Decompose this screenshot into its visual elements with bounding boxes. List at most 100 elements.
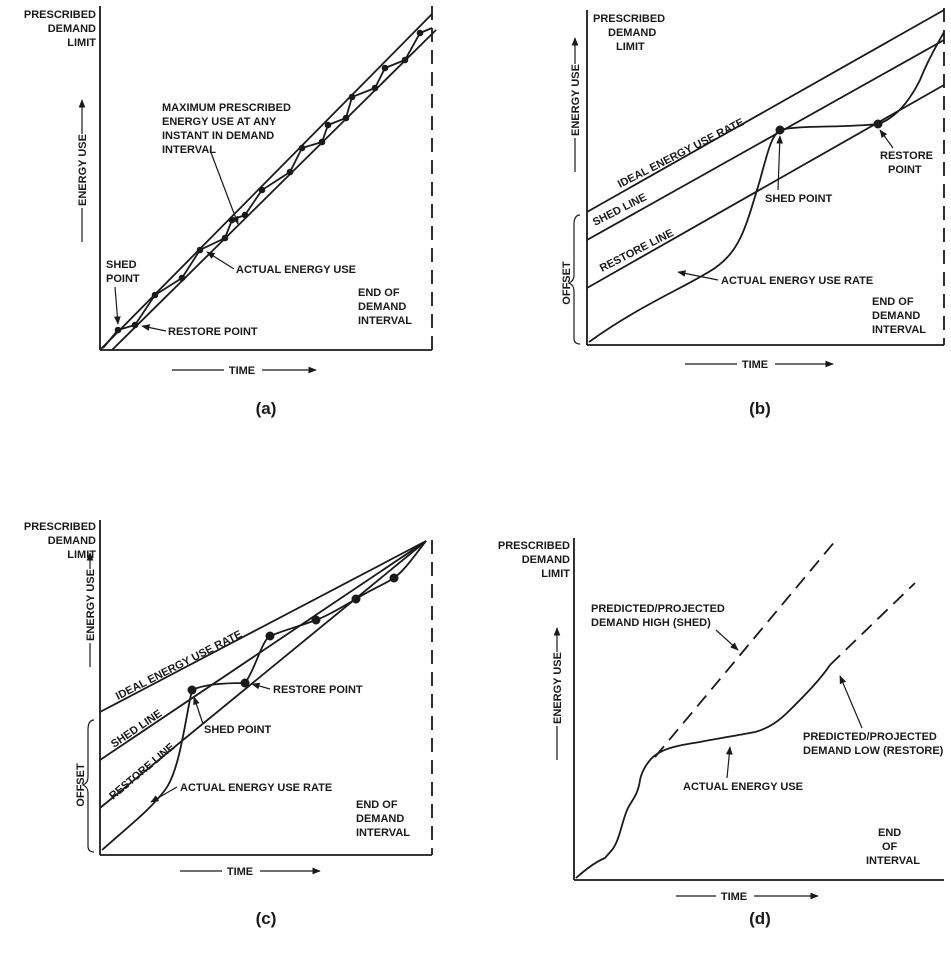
svg-text:TIME: TIME (227, 866, 253, 878)
panel-c-restore-line (99, 540, 427, 809)
panel-c-actual-arrow (150, 786, 178, 803)
panel-b-ideal-line (586, 9, 945, 213)
panel-b-offset-brace (567, 214, 581, 345)
panel-b-ideal-label: IDEAL ENERGY USE RATE (616, 116, 746, 190)
panel-c-shed-line (99, 540, 427, 761)
panel-c-shed-point (187, 685, 197, 695)
panel-c-y-top-1: PRESCRIBED (24, 521, 96, 533)
svg-text:TIME: TIME (742, 359, 768, 371)
panel-d-actual-curve (575, 664, 831, 879)
panel-c-point-5 (351, 594, 361, 604)
panel-a-max-line-offset (111, 29, 437, 351)
panel-c-restore-point (240, 678, 250, 688)
panel-c-y-top-3: LIMIT (67, 549, 96, 561)
panel-d-y-axis-label: ENERGY USE (552, 627, 564, 760)
panel-c-end-label-3: INTERVAL (356, 827, 410, 839)
svg-text:ENERGY USE: ENERGY USE (552, 652, 564, 724)
panel-c-point-4 (311, 615, 321, 625)
panel-d-y-top-1: PRESCRIBED (498, 540, 570, 552)
panel-a-max-line (99, 13, 433, 351)
panel-c-point-6 (389, 573, 399, 583)
panel-b-x-axis-label: TIME (685, 359, 834, 371)
panel-d-end-label-1: END (878, 827, 901, 839)
panel-d-low-label-2: DEMAND LOW (RESTORE) (803, 745, 944, 757)
panel-c: PRESCRIBED DEMAND LIMIT ENERGY USE TIME … (24, 520, 433, 928)
panel-b-end-label-1: END OF (872, 296, 914, 308)
panel-c-y-axis-label: ENERGY USE (85, 552, 97, 667)
panel-a-max-label-4: INTERVAL (162, 144, 216, 156)
panel-b-restore-point-arrow (879, 129, 894, 149)
panel-c-restore-point-label: RESTORE POINT (273, 684, 363, 696)
panel-c-x-axis-label: TIME (180, 866, 321, 878)
panel-a-x-axis-label: TIME (172, 365, 317, 377)
panel-c-offset-brace (81, 719, 95, 853)
panel-c-y-top-2: DEMAND (48, 535, 96, 547)
panel-b-caption: (b) (749, 399, 771, 418)
panel-a-restore-label: RESTORE POINT (168, 326, 258, 338)
panel-b-y-top-1: PRESCRIBED (593, 13, 665, 25)
panel-b-restore-line (586, 84, 945, 289)
panel-a-actual-energy-use (102, 27, 433, 349)
svg-text:TIME: TIME (229, 365, 255, 377)
panel-b-end-label-3: INTERVAL (872, 324, 926, 336)
panel-b-shed-point-label: SHED POINT (765, 193, 833, 205)
panel-a-max-arrow (209, 149, 239, 225)
panel-a: PRESCRIBED DEMAND LIMIT ENERGY USE TIME (24, 6, 437, 418)
panel-d-high-label-2: DEMAND HIGH (SHED) (591, 617, 711, 629)
panel-d-actual-label: ACTUAL ENERGY USE (683, 781, 803, 793)
svg-text:ENERGY USE: ENERGY USE (85, 569, 97, 641)
panel-b-y-top-3: LIMIT (616, 41, 645, 53)
panel-a-shed-arrow (114, 286, 121, 325)
panel-a-max-label-3: INSTANT IN DEMAND (162, 130, 274, 142)
panel-d-high-projection (654, 539, 837, 758)
panel-b-shed-point (775, 125, 785, 135)
panel-b-shed-point-arrow (776, 135, 784, 191)
svg-text:TIME: TIME (721, 891, 747, 903)
svg-text:SHED LINE: SHED LINE (109, 708, 164, 751)
panel-c-ideal-label: IDEAL ENERGY USE RATE (114, 628, 244, 702)
panel-d-high-arrow (715, 629, 739, 651)
panel-d-y-top-2: DEMAND (522, 554, 570, 566)
panel-d-end-label-3: INTERVAL (866, 855, 920, 867)
panel-d-low-projection (829, 582, 916, 666)
panel-a-restore-arrow (141, 324, 167, 332)
panel-d-caption: (d) (749, 909, 771, 928)
panel-d-y-top-3: LIMIT (541, 568, 570, 580)
panel-a-shed-label-1: SHED (106, 259, 137, 271)
panel-c-actual-label: ACTUAL ENERGY USE RATE (180, 782, 332, 794)
svg-text:RESTORE LINE: RESTORE LINE (598, 227, 676, 275)
panel-b-actual-label: ACTUAL ENERGY USE RATE (721, 275, 873, 287)
panel-d-low-arrow (839, 675, 863, 729)
panel-c-shed-line-label: SHED LINE (109, 708, 164, 751)
panel-b-y-top-2: DEMAND (608, 27, 656, 39)
panel-a-actual-arrow (206, 251, 235, 270)
panel-a-shed-label-2: POINT (106, 273, 140, 285)
panel-d-low-label-1: PREDICTED/PROJECTED (803, 731, 937, 743)
svg-text:IDEAL ENERGY USE RATE: IDEAL ENERGY USE RATE (114, 628, 244, 702)
panel-b-restore-point-label-1: RESTORE (880, 150, 933, 162)
panel-a-points (114, 29, 424, 334)
panel-b-restore-line-label: RESTORE LINE (598, 227, 676, 275)
panel-c-end-label-1: END OF (356, 799, 398, 811)
panel-b-offset-label: OFFSET (561, 261, 573, 305)
panel-b-end-label-2: DEMAND (872, 310, 920, 322)
panel-a-y-top-2: DEMAND (48, 23, 96, 35)
svg-text:OFFSET: OFFSET (561, 261, 573, 305)
panel-a-max-label-2: ENERGY USE AT ANY (162, 116, 277, 128)
panel-c-end-label-2: DEMAND (356, 813, 404, 825)
panel-c-restore-point-arrow (251, 682, 271, 690)
panel-c-ideal-line (99, 540, 427, 713)
panel-c-actual-curve (101, 540, 427, 851)
panel-a-y-top-3: LIMIT (67, 37, 96, 49)
panel-c-offset-label: OFFSET (75, 763, 87, 807)
panel-d-end-label-2: OF (882, 841, 898, 853)
svg-text:OFFSET: OFFSET (75, 763, 87, 807)
panel-a-end-label-1: END OF (358, 287, 400, 299)
panel-d-actual-arrow (725, 746, 733, 779)
panel-a-caption: (a) (256, 399, 277, 418)
panel-c-caption: (c) (256, 909, 277, 928)
panel-b: PRESCRIBED DEMAND LIMIT ENERGY USE TIME … (561, 8, 945, 418)
panel-a-y-axis-label: ENERGY USE (77, 99, 89, 242)
panel-d-x-axis-label: TIME (676, 891, 819, 903)
